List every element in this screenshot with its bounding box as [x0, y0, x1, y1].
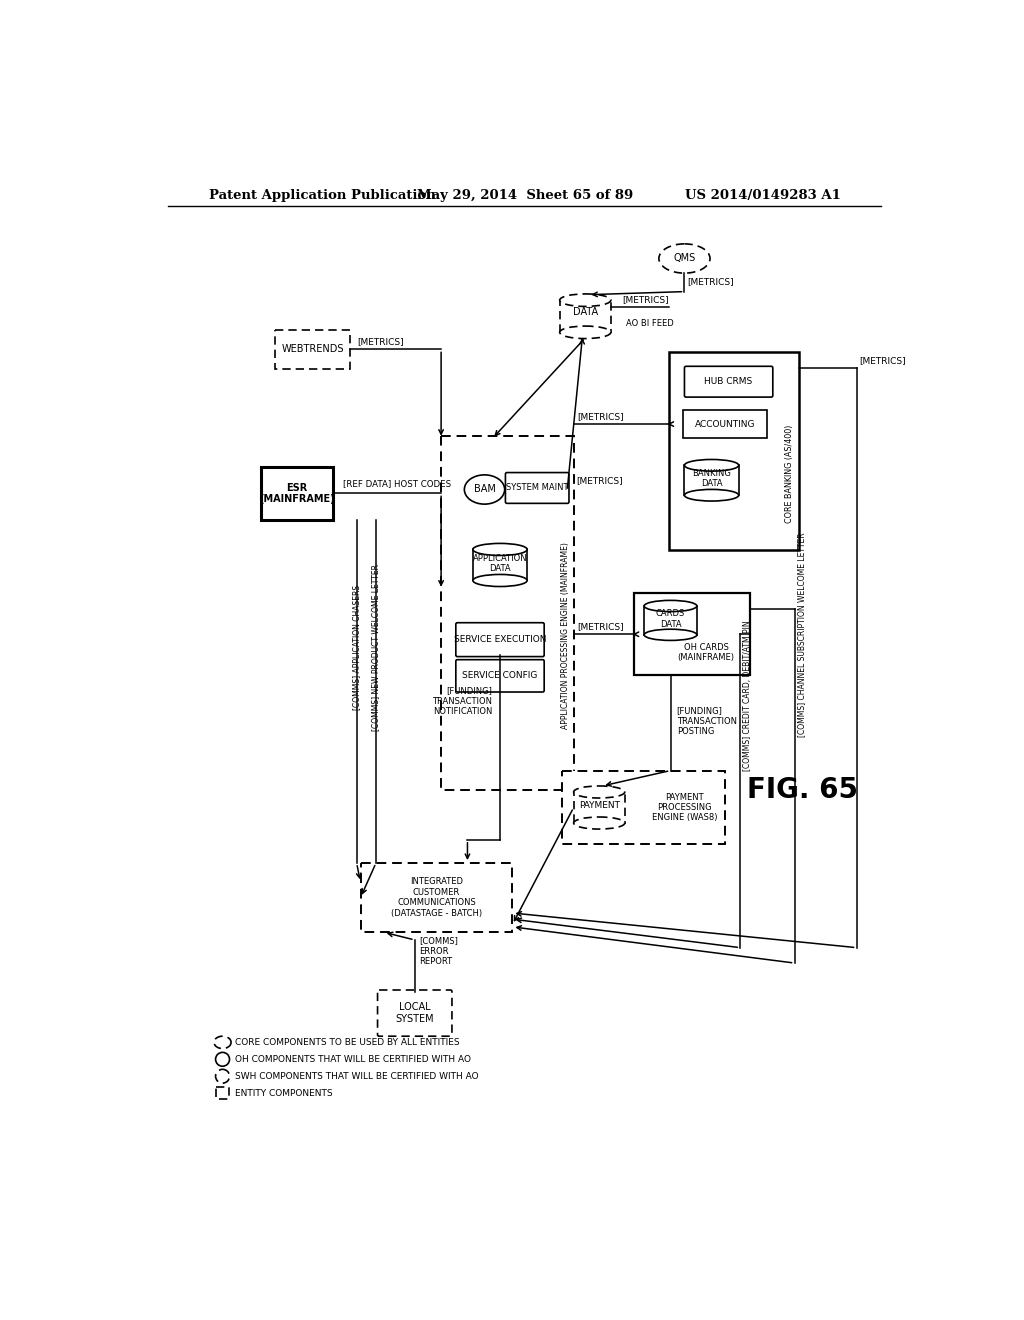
- Text: CORE BANKING (AS/400): CORE BANKING (AS/400): [785, 425, 795, 523]
- FancyBboxPatch shape: [562, 771, 725, 845]
- Text: ESR
(MAINFRAME): ESR (MAINFRAME): [259, 483, 335, 504]
- Text: [METRICS]: [METRICS]: [859, 355, 906, 364]
- Text: PAYMENT: PAYMENT: [579, 801, 620, 810]
- FancyBboxPatch shape: [456, 623, 544, 656]
- FancyBboxPatch shape: [216, 1088, 228, 1100]
- Text: HUB CRMS: HUB CRMS: [705, 378, 753, 387]
- Text: INTEGRATED
CUSTOMER
COMMUNICATIONS
(DATASTAGE - BATCH): INTEGRATED CUSTOMER COMMUNICATIONS (DATA…: [391, 878, 482, 917]
- Text: [METRICS]: [METRICS]: [687, 277, 734, 286]
- Text: [METRICS]: [METRICS]: [623, 294, 669, 304]
- FancyBboxPatch shape: [644, 606, 697, 635]
- Text: DATA: DATA: [572, 308, 598, 317]
- FancyBboxPatch shape: [684, 367, 773, 397]
- Text: [COMMS] APPLICATION CHASERS: [COMMS] APPLICATION CHASERS: [352, 585, 361, 710]
- Text: SYSTEM MAINT: SYSTEM MAINT: [506, 483, 568, 492]
- Ellipse shape: [560, 294, 611, 306]
- Text: LOCAL
SYSTEM: LOCAL SYSTEM: [395, 1002, 434, 1024]
- FancyBboxPatch shape: [275, 330, 349, 368]
- Text: CORE COMPONENTS TO BE USED BY ALL ENTITIES: CORE COMPONENTS TO BE USED BY ALL ENTITI…: [234, 1038, 460, 1047]
- Ellipse shape: [684, 490, 738, 502]
- Text: [METRICS]: [METRICS]: [578, 412, 624, 421]
- Text: [FUNDING]
TRANSACTION
POSTING: [FUNDING] TRANSACTION POSTING: [677, 706, 736, 737]
- Text: Patent Application Publication: Patent Application Publication: [209, 189, 436, 202]
- Text: US 2014/0149283 A1: US 2014/0149283 A1: [685, 189, 841, 202]
- Text: [REF DATA] HOST CODES: [REF DATA] HOST CODES: [343, 479, 452, 488]
- Ellipse shape: [658, 244, 710, 273]
- FancyBboxPatch shape: [683, 411, 767, 438]
- Text: ACCOUNTING: ACCOUNTING: [694, 420, 755, 429]
- Text: [COMMS] CHANNEL SUBSCRIPTION WELCOME LETTER: [COMMS] CHANNEL SUBSCRIPTION WELCOME LET…: [798, 532, 807, 737]
- FancyBboxPatch shape: [441, 436, 574, 789]
- Text: APPLICATION PROCESSING ENGINE (MAINFRAME): APPLICATION PROCESSING ENGINE (MAINFRAME…: [560, 543, 569, 729]
- Text: AO BI FEED: AO BI FEED: [626, 319, 674, 329]
- Text: [METRICS]: [METRICS]: [575, 475, 623, 484]
- Ellipse shape: [644, 601, 697, 611]
- Text: CARDS
DATA: CARDS DATA: [656, 609, 685, 628]
- FancyBboxPatch shape: [473, 549, 527, 581]
- Text: [METRICS]: [METRICS]: [578, 622, 624, 631]
- FancyBboxPatch shape: [360, 863, 512, 932]
- Text: [COMMS] CREDIT CARD, DEBIT/ATM PIN: [COMMS] CREDIT CARD, DEBIT/ATM PIN: [743, 620, 753, 771]
- FancyBboxPatch shape: [260, 467, 334, 520]
- Text: [COMMS] NEW PRODUCT WELCOME LETTER: [COMMS] NEW PRODUCT WELCOME LETTER: [372, 564, 380, 731]
- FancyBboxPatch shape: [506, 473, 569, 503]
- Ellipse shape: [684, 459, 738, 471]
- Ellipse shape: [573, 785, 625, 799]
- FancyBboxPatch shape: [573, 792, 625, 824]
- Text: SWH COMPONENTS THAT WILL BE CERTIFIED WITH AO: SWH COMPONENTS THAT WILL BE CERTIFIED WI…: [234, 1072, 478, 1081]
- Text: APPLICATION
DATA: APPLICATION DATA: [473, 553, 527, 573]
- Ellipse shape: [560, 326, 611, 339]
- Text: SERVICE EXECUTION: SERVICE EXECUTION: [454, 635, 546, 644]
- Text: QMS: QMS: [674, 253, 695, 264]
- FancyBboxPatch shape: [684, 465, 738, 495]
- Text: SERVICE CONFIG: SERVICE CONFIG: [462, 672, 538, 680]
- Circle shape: [216, 1052, 229, 1067]
- Text: BANKING
DATA: BANKING DATA: [692, 469, 731, 488]
- FancyBboxPatch shape: [456, 660, 544, 692]
- Ellipse shape: [464, 475, 505, 504]
- Text: WEBTRENDS: WEBTRENDS: [282, 345, 344, 354]
- Ellipse shape: [473, 544, 527, 556]
- FancyBboxPatch shape: [378, 990, 452, 1036]
- Text: [COMMS]
ERROR
REPORT: [COMMS] ERROR REPORT: [420, 937, 459, 966]
- FancyBboxPatch shape: [669, 352, 799, 549]
- Ellipse shape: [573, 817, 625, 829]
- Ellipse shape: [473, 574, 527, 586]
- Text: OH COMPONENTS THAT WILL BE CERTIFIED WITH AO: OH COMPONENTS THAT WILL BE CERTIFIED WIT…: [234, 1055, 471, 1064]
- Circle shape: [216, 1069, 229, 1084]
- Text: PAYMENT
PROCESSING
ENGINE (WAS8): PAYMENT PROCESSING ENGINE (WAS8): [651, 792, 717, 822]
- FancyBboxPatch shape: [634, 594, 751, 675]
- Text: BAM: BAM: [473, 484, 496, 495]
- FancyBboxPatch shape: [560, 300, 611, 333]
- Text: [FUNDING]
TRANSACTION
NOTIFICATION: [FUNDING] TRANSACTION NOTIFICATION: [432, 686, 493, 717]
- Text: [METRICS]: [METRICS]: [357, 337, 404, 346]
- Text: OH CARDS
(MAINFRAME): OH CARDS (MAINFRAME): [678, 643, 734, 663]
- Text: ENTITY COMPONENTS: ENTITY COMPONENTS: [234, 1089, 333, 1098]
- Text: May 29, 2014  Sheet 65 of 89: May 29, 2014 Sheet 65 of 89: [417, 189, 633, 202]
- Ellipse shape: [644, 630, 697, 640]
- Text: FIG. 65: FIG. 65: [746, 776, 858, 804]
